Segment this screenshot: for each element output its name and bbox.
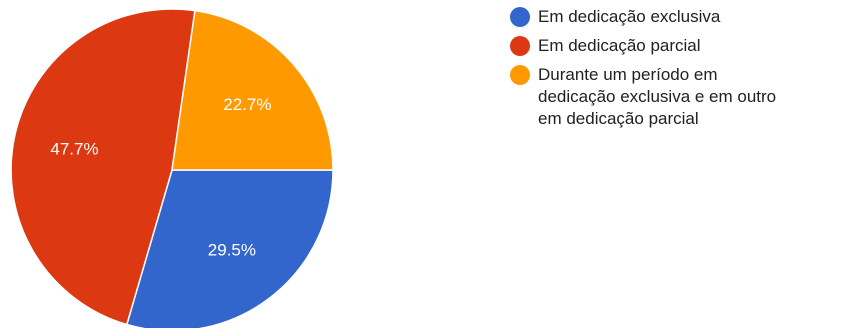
pie-slice-2 [10, 8, 196, 326]
legend-label-2: Em dedicação parcial [538, 36, 701, 55]
slice-value-label-3: 22.7% [223, 95, 271, 114]
legend-item-3: Durante um período em dedicação exclusiv… [510, 64, 844, 130]
legend-swatch-1 [510, 7, 530, 27]
pie-slice-3 [171, 9, 334, 171]
legend-swatch-3 [510, 65, 530, 85]
legend-swatch-2 [510, 36, 530, 56]
legend-label-1: Em dedicação exclusiva [538, 7, 721, 26]
slice-value-label-2: 47.7% [50, 139, 98, 158]
pie-slice-1 [125, 169, 334, 328]
legend-item-1: Em dedicação exclusiva [510, 6, 844, 28]
legend-item-2: Em dedicação parcial [510, 35, 844, 57]
chart-legend: Em dedicação exclusiva Em dedicação parci… [510, 6, 844, 137]
legend-label-3: Durante um período em dedicação exclusiv… [538, 65, 777, 128]
slice-value-label-1: 29.5% [208, 240, 256, 259]
